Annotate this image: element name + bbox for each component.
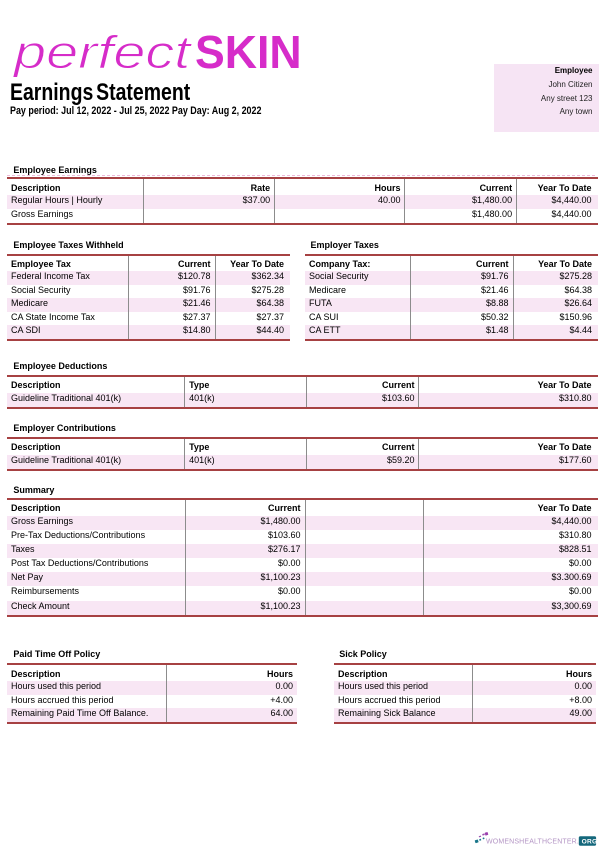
- svg-text:WOMENSHEALTHCENTER.: WOMENSHEALTHCENTER.: [486, 839, 579, 846]
- svg-text:ORG: ORG: [582, 838, 598, 845]
